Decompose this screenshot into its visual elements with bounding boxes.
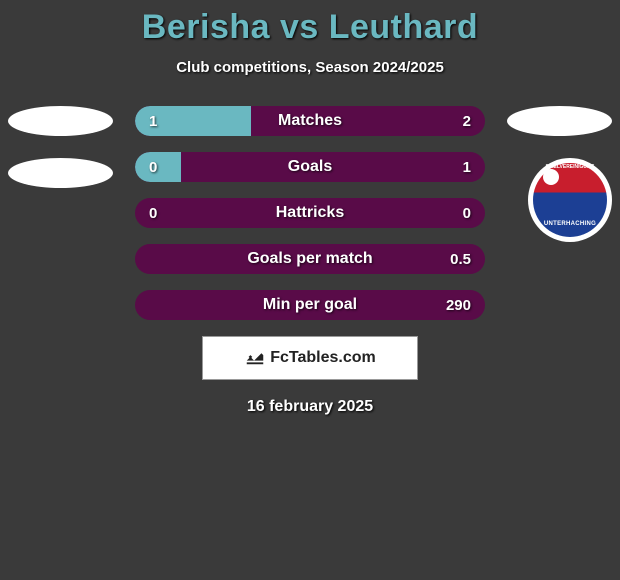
stat-label: Goals <box>135 158 485 176</box>
stat-label: Hattricks <box>135 204 485 222</box>
club1-placeholder-icon <box>8 158 113 188</box>
stat-label: Goals per match <box>135 250 485 268</box>
stat-right-value: 1 <box>463 159 471 176</box>
stat-label: Matches <box>135 112 485 130</box>
stat-right-value: 0.5 <box>450 251 471 268</box>
stat-row: Goals per match0.5 <box>135 244 485 274</box>
stat-right-value: 290 <box>446 297 471 314</box>
stats-area: SPIELVEREINIGUNG UNTERHACHING 1Matches20… <box>0 106 620 320</box>
chart-icon <box>244 345 266 372</box>
stat-row: 0Goals1 <box>135 152 485 182</box>
stat-label: Min per goal <box>135 296 485 314</box>
stat-row: Min per goal290 <box>135 290 485 320</box>
club2-badge-bottom-text: UNTERHACHING <box>533 221 607 227</box>
stat-row: 0Hattricks0 <box>135 198 485 228</box>
stat-right-value: 0 <box>463 205 471 222</box>
stat-rows-container: 1Matches20Goals10Hattricks0Goals per mat… <box>0 106 620 320</box>
soccer-ball-icon <box>543 169 559 185</box>
page-title: Berisha vs Leuthard <box>0 0 620 47</box>
stat-right-value: 2 <box>463 113 471 130</box>
brand-box[interactable]: FcTables.com <box>202 336 418 380</box>
club2-badge-inner: SPIELVEREINIGUNG UNTERHACHING <box>533 163 607 237</box>
stat-row: 1Matches2 <box>135 106 485 136</box>
player2-placeholder-icon <box>507 106 612 136</box>
club2-badge: SPIELVEREINIGUNG UNTERHACHING <box>528 158 612 242</box>
brand-text: FcTables.com <box>270 349 376 367</box>
club2-badge-top-text: SPIELVEREINIGUNG <box>533 164 607 170</box>
player1-placeholder-icon <box>8 106 113 136</box>
date-text: 16 february 2025 <box>0 398 620 416</box>
page-subtitle: Club competitions, Season 2024/2025 <box>0 59 620 76</box>
